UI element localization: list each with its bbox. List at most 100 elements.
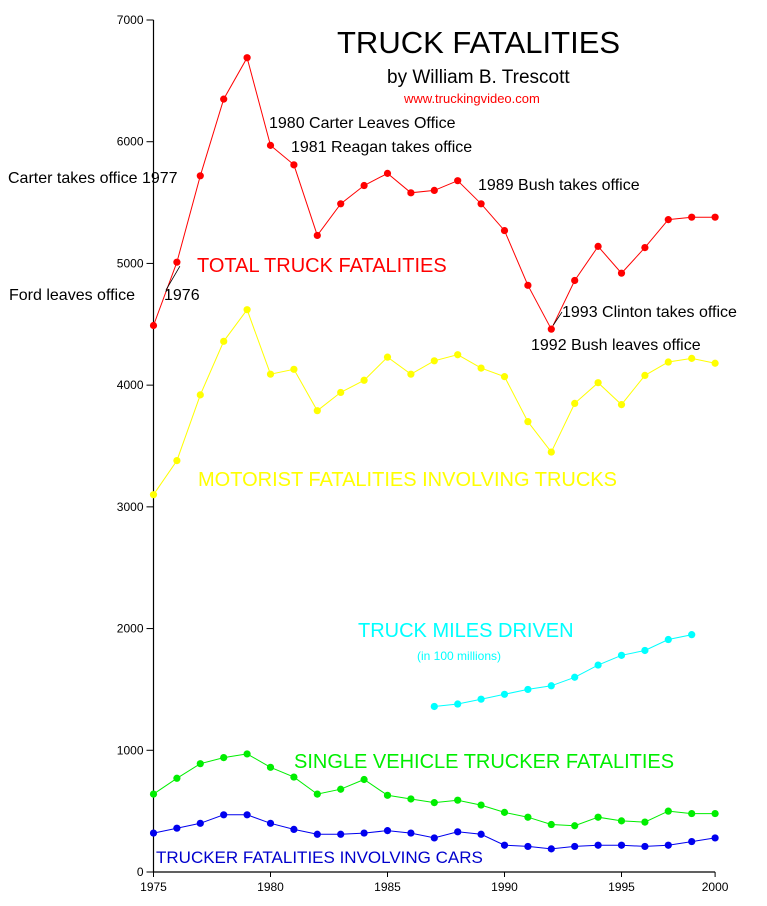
data-point bbox=[173, 774, 181, 782]
data-point bbox=[243, 811, 251, 819]
data-point bbox=[360, 376, 368, 384]
annotation-clinton-takes: 1993 Clinton takes office bbox=[562, 304, 737, 321]
data-point bbox=[313, 231, 321, 240]
data-point bbox=[594, 661, 602, 669]
data-point bbox=[524, 281, 532, 289]
data-point bbox=[477, 695, 485, 703]
data-point bbox=[360, 775, 368, 784]
data-point bbox=[220, 753, 228, 762]
y-tick-label: 0 bbox=[137, 865, 144, 879]
data-point bbox=[196, 819, 204, 827]
data-point bbox=[500, 690, 509, 698]
data-point bbox=[173, 258, 181, 266]
data-point bbox=[688, 837, 696, 846]
annotation-ford-leaves: Ford leaves office bbox=[9, 287, 135, 304]
data-point bbox=[524, 813, 532, 821]
data-point bbox=[430, 357, 438, 365]
data-point bbox=[664, 807, 672, 815]
data-point bbox=[196, 760, 204, 768]
data-point bbox=[711, 834, 719, 842]
data-point bbox=[617, 651, 626, 659]
series-label-miles: TRUCK MILES DRIVEN bbox=[358, 620, 574, 642]
data-point bbox=[266, 819, 275, 827]
data-point bbox=[430, 799, 438, 807]
data-point bbox=[594, 242, 602, 250]
data-point bbox=[664, 635, 672, 644]
data-point bbox=[290, 773, 298, 781]
x-tick-label: 2000 bbox=[702, 880, 729, 894]
data-point bbox=[337, 388, 345, 397]
data-point bbox=[360, 829, 368, 837]
y-tick-label: 4000 bbox=[117, 378, 144, 392]
x-tick-label: 1995 bbox=[608, 880, 635, 894]
y-tick-label: 3000 bbox=[117, 500, 144, 514]
source-link[interactable]: www.truckingvideo.com bbox=[404, 91, 540, 106]
data-point bbox=[664, 358, 672, 366]
data-point bbox=[571, 842, 579, 851]
data-point bbox=[547, 820, 555, 829]
data-point bbox=[524, 418, 532, 426]
data-point bbox=[407, 370, 415, 378]
data-point bbox=[383, 169, 392, 177]
data-point bbox=[149, 790, 158, 798]
y-tick-label: 7000 bbox=[117, 13, 144, 27]
data-point bbox=[337, 200, 345, 208]
data-point bbox=[313, 407, 321, 415]
data-point bbox=[711, 359, 719, 367]
data-point bbox=[524, 842, 532, 851]
data-point bbox=[641, 244, 649, 252]
data-point bbox=[641, 371, 649, 380]
data-point bbox=[641, 818, 649, 826]
data-point bbox=[149, 829, 158, 837]
series-label-cars: TRUCKER FATALITIES INVOLVING CARS bbox=[156, 848, 483, 867]
data-point bbox=[500, 226, 509, 235]
y-tick-label: 5000 bbox=[117, 256, 144, 270]
data-point bbox=[430, 834, 438, 842]
y-tick-label: 6000 bbox=[117, 135, 144, 149]
data-point bbox=[594, 813, 602, 821]
data-point bbox=[220, 811, 228, 819]
data-point bbox=[477, 801, 485, 809]
data-point bbox=[617, 841, 626, 849]
annotation-carter-leaves: 1980 Carter Leaves Office bbox=[269, 115, 456, 132]
data-point bbox=[290, 161, 298, 169]
annotation-ford-year: 1976 bbox=[164, 287, 200, 304]
annotation-bush-leaves: 1992 Bush leaves office bbox=[531, 337, 701, 354]
data-point bbox=[243, 750, 251, 758]
data-point bbox=[477, 200, 485, 208]
annotation-leader bbox=[552, 311, 563, 326]
data-point bbox=[571, 822, 579, 830]
data-point bbox=[500, 841, 509, 849]
data-point bbox=[571, 276, 579, 285]
data-point bbox=[688, 631, 696, 639]
data-point bbox=[594, 841, 602, 849]
data-point bbox=[571, 399, 579, 407]
data-point bbox=[149, 321, 158, 330]
data-point bbox=[196, 391, 204, 399]
data-point bbox=[383, 827, 392, 835]
data-point bbox=[313, 790, 321, 798]
data-point bbox=[664, 216, 672, 224]
data-point bbox=[266, 370, 275, 378]
data-point bbox=[407, 829, 415, 837]
data-point bbox=[290, 825, 298, 834]
annotation-reagan-takes: 1981 Reagan takes office bbox=[291, 139, 473, 156]
data-point bbox=[337, 830, 345, 838]
data-point bbox=[500, 373, 509, 381]
data-point bbox=[524, 685, 532, 694]
data-point bbox=[571, 673, 579, 681]
data-point bbox=[173, 824, 181, 832]
data-point bbox=[337, 785, 345, 793]
data-point bbox=[454, 351, 462, 359]
data-point bbox=[688, 354, 696, 362]
data-point bbox=[617, 269, 626, 277]
data-point bbox=[266, 141, 275, 149]
data-point bbox=[407, 795, 415, 803]
data-point bbox=[688, 809, 696, 818]
data-point bbox=[430, 702, 438, 711]
data-point bbox=[688, 213, 696, 221]
series-line-4 bbox=[153, 814, 716, 850]
data-point bbox=[547, 325, 555, 333]
data-point bbox=[383, 791, 392, 799]
